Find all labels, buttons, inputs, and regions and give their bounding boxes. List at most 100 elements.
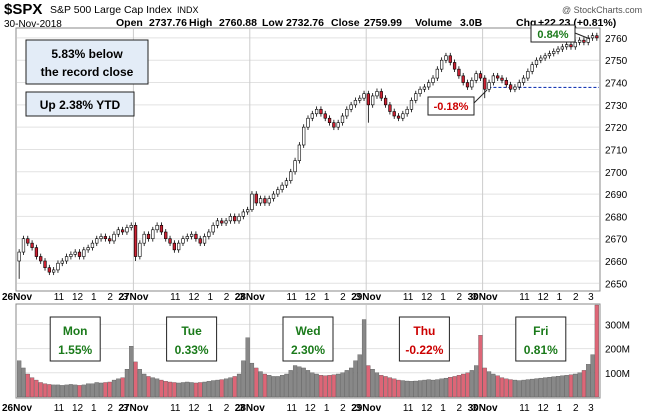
volume-bar bbox=[396, 379, 401, 398]
volume-time-label: 1 bbox=[440, 403, 446, 414]
time-label: 12 bbox=[72, 292, 84, 303]
volume-bar bbox=[34, 379, 39, 398]
time-label: 3 bbox=[588, 292, 594, 303]
volume-bar bbox=[124, 369, 130, 398]
volume-time-label: 3 bbox=[472, 403, 478, 414]
volume-bar bbox=[555, 376, 561, 398]
volume-bar bbox=[223, 378, 229, 398]
candle-body bbox=[431, 77, 435, 83]
candle-body bbox=[267, 198, 271, 204]
volume-bar bbox=[577, 372, 582, 398]
volume-bar bbox=[392, 378, 397, 398]
candle-body bbox=[133, 225, 138, 257]
candle-body bbox=[211, 225, 215, 233]
volume-bar bbox=[430, 379, 436, 398]
candle-body bbox=[215, 220, 220, 226]
volume-bar bbox=[232, 376, 237, 398]
candle-body bbox=[258, 198, 263, 204]
volume-time-label: 29Nov bbox=[351, 403, 381, 414]
candle-body bbox=[521, 77, 526, 83]
candle-body bbox=[30, 242, 34, 248]
candle-body bbox=[513, 86, 517, 90]
volume-bar bbox=[340, 372, 345, 398]
time-label: 11 bbox=[170, 292, 181, 303]
volume-time-label: 11 bbox=[519, 403, 530, 414]
candle-body bbox=[69, 254, 73, 257]
time-label: 28Nov bbox=[235, 292, 265, 303]
candle-body bbox=[470, 80, 474, 88]
volume-bar bbox=[353, 360, 358, 398]
candle-body bbox=[427, 82, 431, 88]
volume-bar bbox=[241, 360, 246, 398]
volume-bar bbox=[29, 377, 35, 398]
candle-body bbox=[142, 233, 146, 244]
candle-body bbox=[284, 180, 289, 186]
candle-body bbox=[336, 122, 340, 128]
credit: @ StockCharts.com bbox=[562, 5, 642, 15]
candle-body bbox=[340, 115, 345, 123]
candle-body bbox=[164, 231, 168, 239]
volume-time-label: 2 bbox=[224, 403, 230, 414]
volume-bar bbox=[504, 378, 509, 398]
price-tick-label: 2710 bbox=[605, 145, 628, 156]
volume-bar bbox=[461, 373, 466, 398]
candle-body bbox=[289, 171, 293, 181]
close-label: Close bbox=[331, 17, 360, 29]
candle-body bbox=[418, 88, 422, 94]
volume-day-separators bbox=[132, 305, 484, 397]
candle-body bbox=[233, 216, 237, 222]
daily-change-boxes: Mon 1.55% Tue 0.33% Wed 2.30% Thu -0.22% Fri 0.81… bbox=[49, 316, 567, 362]
volume-bar bbox=[521, 379, 526, 398]
time-label: 26Nov bbox=[2, 292, 32, 303]
volume-bar bbox=[482, 367, 487, 398]
time-label: 3 bbox=[472, 292, 478, 303]
volume-bar bbox=[379, 375, 384, 398]
volume-bar bbox=[305, 370, 311, 398]
volume-bar bbox=[586, 364, 591, 398]
volume-bar bbox=[167, 381, 173, 398]
time-label: 3 bbox=[239, 292, 245, 303]
time-label: 1 bbox=[440, 292, 446, 303]
volume-time-label: 1 bbox=[324, 403, 330, 414]
volume-time-label: 28Nov bbox=[235, 403, 265, 414]
open-label: Open bbox=[116, 17, 143, 29]
day-change-box bbox=[515, 316, 567, 362]
candle-body bbox=[435, 68, 439, 79]
candle-body bbox=[379, 91, 383, 99]
down-pct-text: -0.18% bbox=[434, 101, 469, 113]
volume-time-label: 12 bbox=[538, 403, 550, 414]
volume-bar bbox=[189, 382, 194, 398]
down-pct-arrow bbox=[473, 89, 488, 104]
record-callout-line1: 5.83% below bbox=[51, 47, 123, 61]
volume-bar bbox=[159, 379, 164, 398]
candle-body bbox=[483, 77, 487, 90]
price-tick-label: 2690 bbox=[605, 190, 628, 201]
candle-body bbox=[194, 233, 198, 239]
price-tick-label: 2740 bbox=[605, 79, 628, 90]
candle-body bbox=[530, 64, 534, 72]
candle-body bbox=[237, 216, 241, 222]
candle-body bbox=[517, 82, 521, 88]
day-change-pct: 0.81% bbox=[524, 343, 558, 357]
candle-body bbox=[461, 75, 465, 83]
volume-time-label: 12 bbox=[305, 403, 317, 414]
time-label: 2 bbox=[224, 292, 230, 303]
volume-bar bbox=[98, 382, 104, 398]
candle-body bbox=[263, 198, 267, 204]
volume-bar bbox=[185, 381, 190, 398]
volume-time-label: 1 bbox=[557, 403, 563, 414]
day-change-box bbox=[49, 316, 101, 362]
exchange: INDX bbox=[177, 5, 199, 15]
volume-bar bbox=[198, 382, 203, 398]
day-change-weekday: Tue bbox=[181, 324, 202, 338]
candle-body bbox=[185, 236, 189, 239]
volume-bar bbox=[478, 335, 483, 398]
candle-body bbox=[358, 97, 362, 101]
time-label: 3 bbox=[122, 292, 128, 303]
volume-bar bbox=[486, 371, 492, 398]
candle-body bbox=[172, 242, 176, 251]
volume-bar bbox=[68, 384, 73, 398]
candle-body bbox=[39, 256, 43, 262]
volume-time-label: 3 bbox=[239, 403, 245, 414]
candle-body bbox=[375, 91, 379, 97]
